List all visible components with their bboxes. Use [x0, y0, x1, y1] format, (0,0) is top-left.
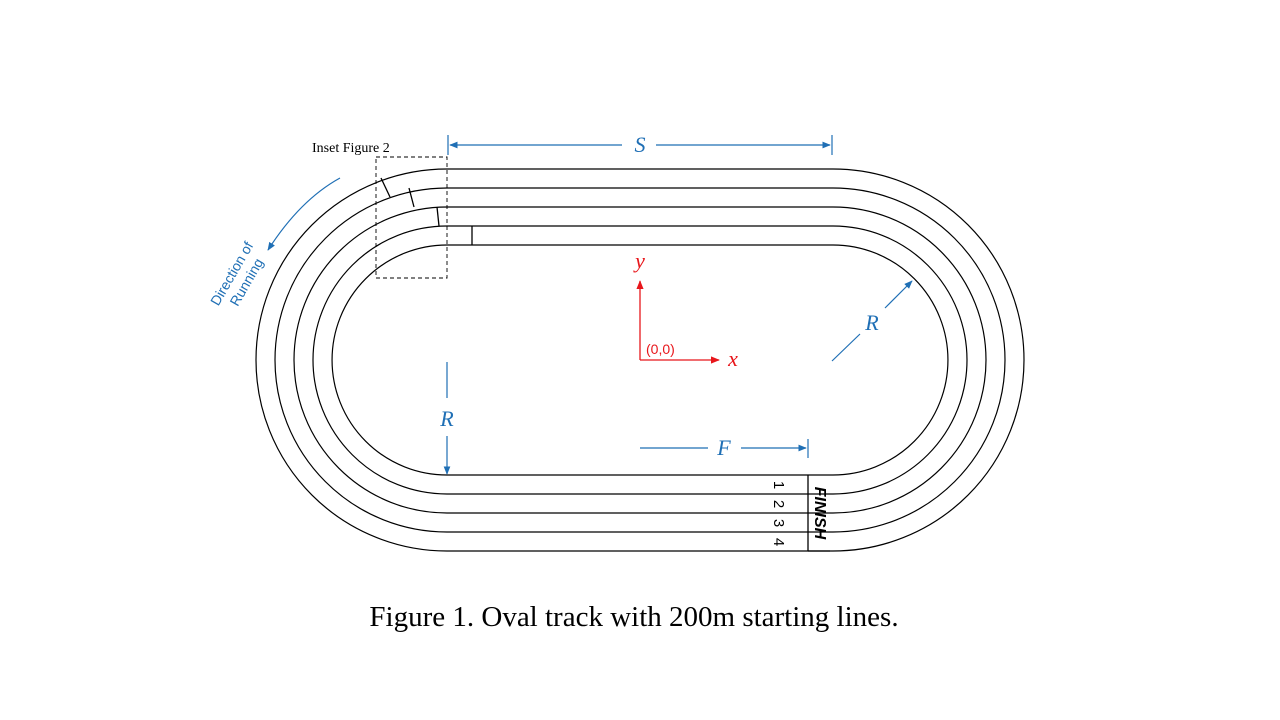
start-line-lane-3 — [408, 187, 415, 208]
starting-lines — [380, 177, 473, 245]
lane-number-3: 3 — [770, 519, 787, 527]
radius-dimension-right: R — [831, 280, 913, 362]
lane-number-1: 1 — [770, 481, 787, 489]
radius-dimension-inner: R — [439, 362, 454, 475]
lane-number-2: 2 — [770, 500, 787, 508]
track-lanes — [255, 168, 1025, 552]
lane-boundary-3 — [293, 206, 987, 514]
r-right-arrow — [884, 280, 913, 309]
start-line-lane-2 — [436, 206, 440, 227]
lane-boundary-4 — [274, 187, 1006, 533]
origin-label: (0,0) — [646, 341, 675, 357]
finish-label: FINISH — [811, 487, 828, 540]
start-line-lane-4 — [380, 177, 391, 198]
lane-boundary-2 — [312, 225, 968, 495]
r-inner-label: R — [439, 406, 454, 431]
lane-boundary-5 — [255, 168, 1025, 552]
s-label: S — [635, 132, 646, 157]
direction-of-running: Direction of Running — [207, 177, 341, 309]
figure-caption: Figure 1. Oval track with 200m starting … — [369, 601, 898, 633]
f-label: F — [716, 435, 731, 460]
lane-boundary-1 — [331, 244, 949, 476]
inset-dashed-rect — [375, 156, 448, 279]
r-right-label: R — [864, 310, 879, 335]
coordinate-axes: y x (0,0) — [633, 248, 738, 371]
y-axis-label: y — [633, 248, 645, 273]
finish-area: FINISH 1 2 3 4 — [770, 475, 830, 552]
x-axis-label: x — [727, 346, 738, 371]
inset-figure-box: Inset Figure 2 — [312, 141, 448, 279]
inset-label: Inset Figure 2 — [312, 141, 390, 156]
lane-number-4: 4 — [770, 538, 787, 546]
straight-length-dimension: S — [447, 132, 833, 157]
r-right-line-lower — [831, 333, 861, 362]
direction-arrow — [267, 177, 341, 251]
finish-offset-dimension: F — [640, 435, 809, 460]
